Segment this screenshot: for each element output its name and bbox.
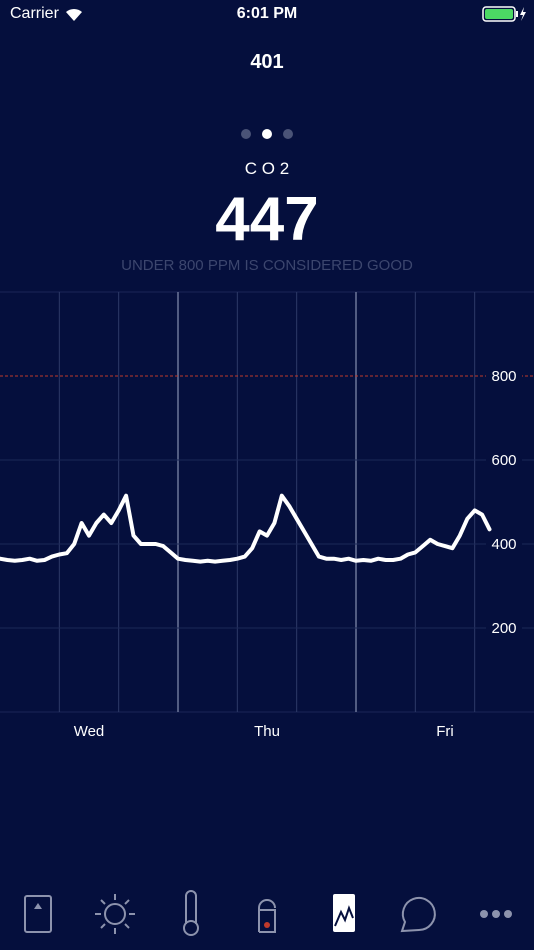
tab-light[interactable]: [95, 894, 135, 934]
carrier: Carrier: [10, 5, 59, 22]
page-dots[interactable]: [236, 127, 298, 141]
tab-occupancy[interactable]: [258, 899, 276, 933]
y-label-bg: [486, 534, 522, 554]
metric-note: UNDER 800 PPM IS CONSIDERED GOOD: [121, 257, 413, 274]
tab-device[interactable]: [24, 895, 52, 933]
y-tick-label: 800: [491, 368, 516, 385]
co2-chart: 200 400 600 800 Wed Thu Fri: [0, 291, 534, 740]
y-tick-label: 600: [491, 452, 516, 469]
wifi-icon: [66, 8, 82, 21]
x-tick-label: Thu: [254, 723, 280, 740]
y-label-bg: [486, 366, 522, 386]
x-tick-label: Wed: [74, 723, 105, 740]
battery-icon: [482, 6, 526, 22]
metric-value: 447: [215, 185, 319, 254]
tab-chat[interactable]: [400, 897, 436, 933]
y-tick-label: 200: [491, 620, 516, 637]
tab-temperature[interactable]: [183, 890, 199, 936]
co2-line: [0, 493, 492, 564]
clock: 6:01 PM: [236, 5, 298, 22]
y-label-bg: [486, 618, 522, 638]
y-tick-label: 400: [491, 536, 516, 553]
x-tick-label: Fri: [436, 723, 454, 740]
y-label-bg: [486, 450, 522, 470]
metric-name: C O 2: [244, 159, 290, 178]
tab-bar: [24, 890, 512, 936]
tab-more[interactable]: [480, 910, 512, 918]
tab-chart[interactable]: [333, 894, 355, 932]
device-title: 401: [250, 51, 284, 73]
